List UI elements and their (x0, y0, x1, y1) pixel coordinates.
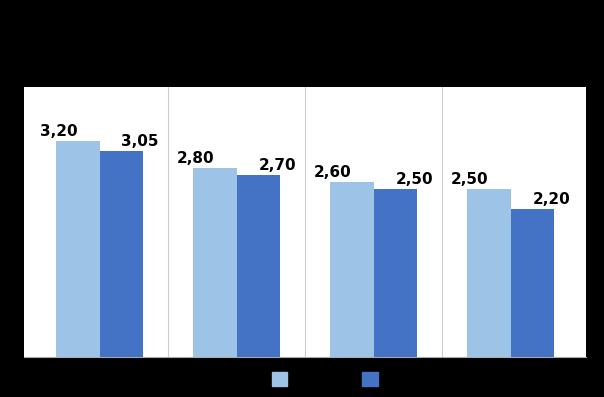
Bar (373, 189, 417, 357)
Text: 2,70: 2,70 (259, 158, 296, 173)
Bar (193, 168, 237, 357)
Bar (330, 182, 373, 357)
Bar (467, 189, 510, 357)
Text: 2,50: 2,50 (451, 172, 489, 187)
Text: 3,20: 3,20 (40, 124, 77, 139)
Bar (100, 151, 143, 357)
Text: 2,80: 2,80 (177, 151, 214, 166)
Bar (237, 175, 280, 357)
Bar (510, 209, 554, 357)
Text: 2,60: 2,60 (314, 165, 352, 180)
Text: 2,50: 2,50 (396, 172, 433, 187)
Text: 3,05: 3,05 (121, 135, 159, 149)
Bar (56, 141, 100, 357)
Text: 2,20: 2,20 (533, 192, 570, 207)
